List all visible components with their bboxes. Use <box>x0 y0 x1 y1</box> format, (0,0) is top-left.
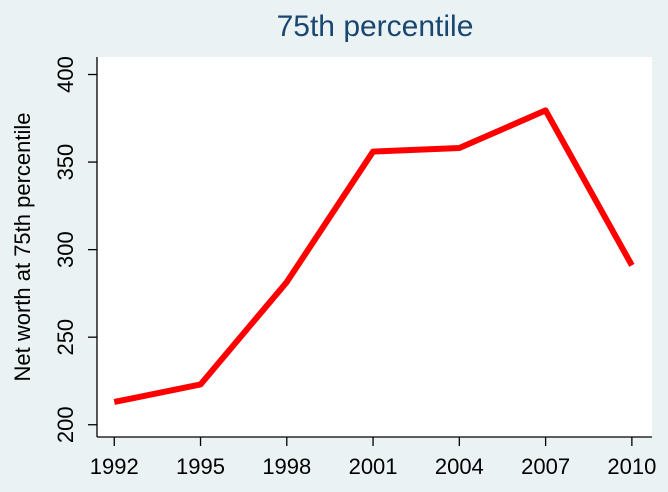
x-tick-label: 1998 <box>262 454 311 479</box>
x-tick-label: 2004 <box>435 454 484 479</box>
x-tick-label: 1992 <box>90 454 139 479</box>
data-line <box>113 107 635 405</box>
x-tick-label: 2010 <box>607 454 656 479</box>
x-tick-label: 2001 <box>349 454 398 479</box>
chart-title: 75th percentile <box>277 10 474 43</box>
y-tick-label: 300 <box>53 231 78 268</box>
x-tick-label: 1995 <box>176 454 225 479</box>
y-tick-label: 250 <box>53 319 78 356</box>
y-tick-label: 200 <box>53 406 78 443</box>
y-tick-label: 400 <box>53 56 78 93</box>
x-tick-label: 2007 <box>521 454 570 479</box>
y-tick-label: 350 <box>53 144 78 181</box>
plot-area <box>97 57 652 437</box>
y-axis-label: Net worth at 75th percentile <box>10 112 35 381</box>
